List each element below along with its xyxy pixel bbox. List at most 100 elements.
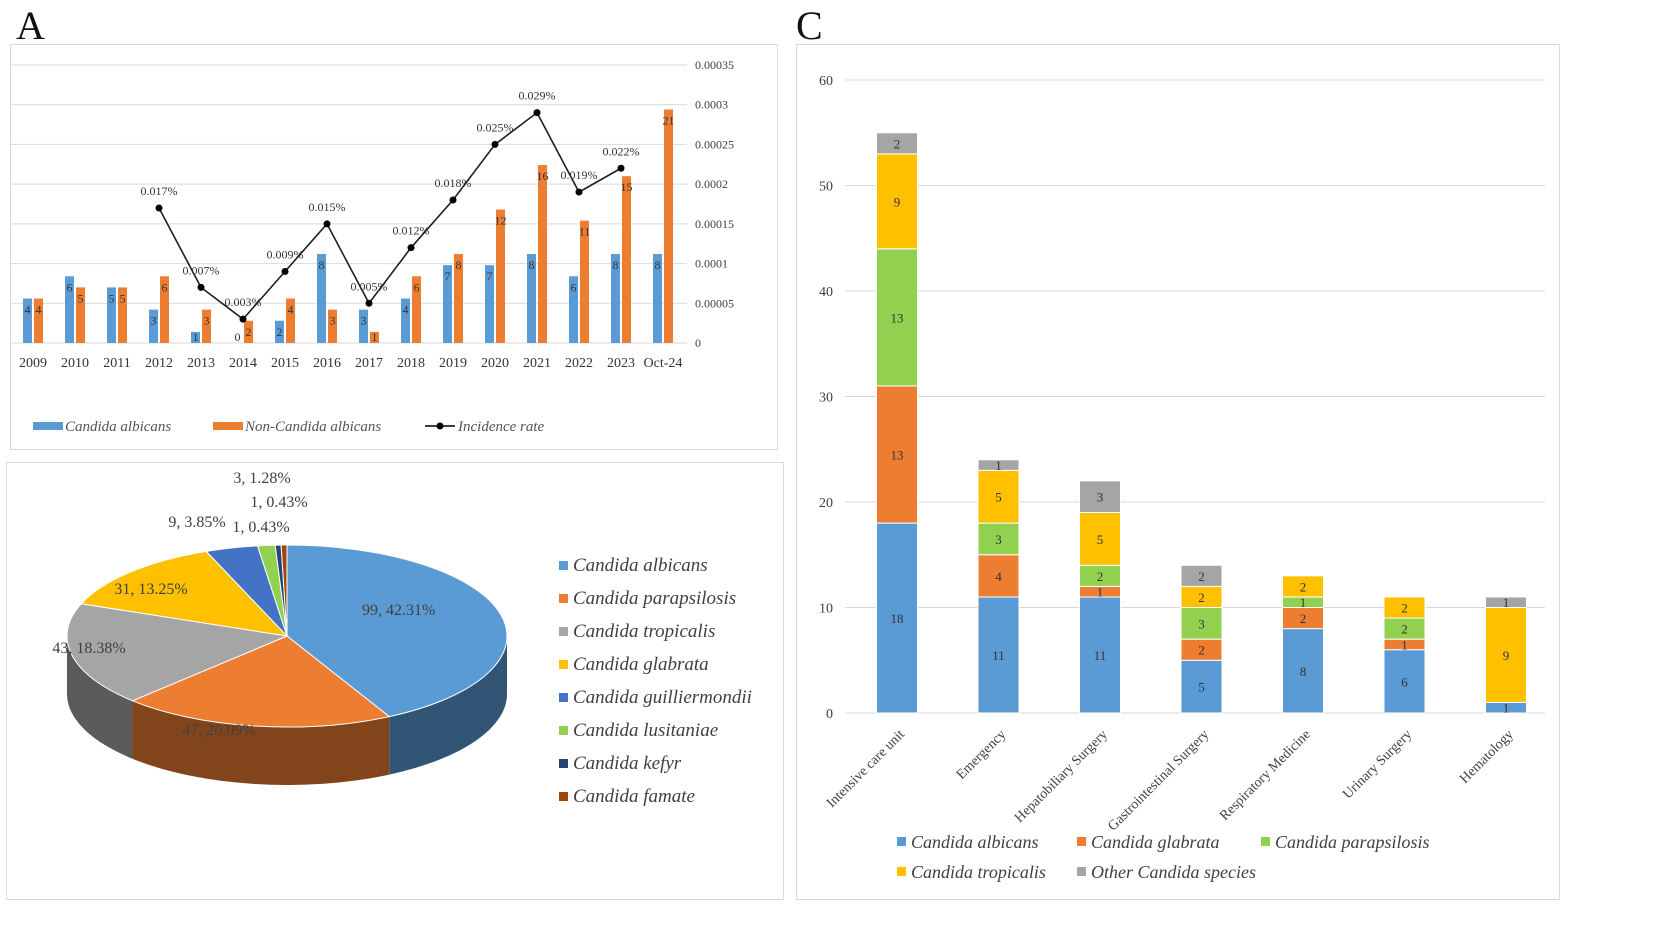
- legend-swatch: [897, 837, 906, 846]
- bar-non-candida-albicans: [244, 320, 253, 343]
- bar-candida-albicans: [653, 254, 662, 343]
- legend-swatch: [559, 759, 568, 768]
- panel-a: 0.00035 0.0003 0.00025 0.0002 0.00015 0.0001 0…: [10, 44, 778, 450]
- incidence-rate-label: 0.012%: [393, 224, 430, 238]
- legend-swatch: [559, 726, 568, 735]
- bar-candida-albicans: [611, 254, 620, 343]
- pie-slice-candida-famate: [280, 544, 288, 637]
- pie-slice-candida-tropicalis: [66, 603, 289, 702]
- stack-value-label: 1: [1097, 585, 1104, 600]
- stack-value-label: 6: [1401, 674, 1408, 689]
- x-tick-label: Hepatobiliary Surgery: [1012, 727, 1111, 826]
- x-tick-label: 2022: [565, 356, 593, 371]
- bar-value-label: 3: [361, 314, 367, 328]
- bar-value-label: 3: [330, 314, 336, 328]
- stack-segment: [977, 554, 1020, 598]
- bar-candida-albicans: [275, 320, 284, 343]
- incidence-rate-point: [155, 204, 163, 212]
- pie-data-label: 43, 18.38%: [52, 640, 125, 657]
- stack-value-label: 1: [1300, 595, 1307, 610]
- panel-label-c: C: [796, 3, 823, 48]
- incidence-rate-point: [533, 109, 541, 117]
- bar-candida-albicans: [65, 276, 74, 343]
- legend-swatch-non-candida-albicans: [213, 422, 243, 430]
- bar-non-candida-albicans: [370, 331, 379, 343]
- bar-value-label: 8: [529, 258, 535, 272]
- stack-value-label: 2: [1401, 622, 1408, 637]
- y2-tick-label: 0.00025: [695, 137, 734, 151]
- x-tick-label: 2011: [103, 356, 130, 371]
- x-tick-label: 2009: [19, 356, 47, 371]
- bar-value-label: 7: [487, 269, 493, 283]
- stack-segment: [977, 522, 1020, 556]
- legend-label: Candida tropicalis: [573, 621, 715, 642]
- pie-data-label: 9, 3.85%: [168, 514, 225, 531]
- bar-value-label: 16: [537, 169, 549, 183]
- x-tick-label: Hematology: [1457, 727, 1517, 787]
- legend-swatch: [1077, 867, 1086, 876]
- bar-candida-albicans: [401, 298, 410, 343]
- stack-value-label: 5: [1097, 532, 1104, 547]
- y-tick-label: 10: [819, 602, 833, 617]
- legend-label: Incidence rate: [457, 419, 545, 435]
- stack-value-label: 9: [894, 194, 901, 209]
- bar-value-label: 15: [621, 180, 633, 194]
- pie-slice-candida-parapsilosis: [131, 635, 391, 728]
- legend-swatch-incidence-rate-dot: [436, 422, 444, 430]
- bar-non-candida-albicans: [34, 298, 43, 343]
- incidence-rate-label: 0.029%: [519, 89, 556, 103]
- stack-value-label: 18: [891, 611, 904, 626]
- legend-swatch: [559, 693, 568, 702]
- stack-segment: [1079, 596, 1121, 714]
- legend-label: Other Candida species: [1091, 862, 1256, 882]
- legend-swatch: [1077, 837, 1086, 846]
- stack-segment: [876, 132, 918, 155]
- stack-segment: [977, 459, 1020, 471]
- x-tick-label: Urinary Surgery: [1340, 727, 1415, 802]
- stack-value-label: 2: [1198, 643, 1205, 658]
- pie-data-label: 1, 0.43%: [250, 494, 307, 511]
- stack-value-label: 3: [1097, 490, 1104, 505]
- legend-label: Candida tropicalis: [911, 862, 1046, 882]
- y-tick-label: 20: [819, 496, 833, 511]
- panel-c: 0 10 20 30 40 50 60 18 13 13 9 2 Intensive care unit…: [796, 44, 1560, 900]
- pie-data-label: 1, 0.43%: [232, 519, 289, 536]
- stack-segment: [1180, 607, 1223, 640]
- stack-segment: [1079, 512, 1121, 566]
- x-tick-label: 2012: [145, 356, 173, 371]
- bar-candida-albicans: [23, 298, 32, 343]
- legend-swatch: [559, 792, 568, 801]
- pie-slice-candida-glabrata: [80, 550, 289, 637]
- bar-non-candida-albicans: [454, 254, 463, 343]
- x-tick-label: 2018: [397, 356, 425, 371]
- bar-non-candida-albicans: [202, 309, 211, 343]
- panel-label-a: A: [16, 3, 45, 48]
- stack-value-label: 2: [1097, 569, 1104, 584]
- legend-label: Candida albicans: [573, 555, 708, 576]
- bar-value-label: 8: [655, 258, 661, 272]
- incidence-rate-point: [365, 299, 373, 307]
- incidence-rate-point: [617, 164, 625, 172]
- legend-label: Non-Candida albicans: [244, 419, 381, 435]
- stack-segment: [1180, 564, 1223, 587]
- bar-value-label: 0: [235, 330, 241, 344]
- bar-candida-albicans: [107, 287, 116, 343]
- bar-value-label: 4: [36, 303, 42, 317]
- bar-candida-albicans: [191, 331, 200, 343]
- bar-value-label: 8: [319, 258, 325, 272]
- incidence-rate-label: 0.022%: [603, 144, 640, 158]
- legend-label: Candida glabrata: [1091, 832, 1220, 852]
- x-tick-label: Respiratory Medicine: [1217, 727, 1314, 824]
- y2-tick-label: 0.0002: [695, 177, 728, 191]
- stack-segment: [1282, 575, 1324, 598]
- legend-swatch: [559, 594, 568, 603]
- incidence-rate-label: 0.015%: [309, 200, 346, 214]
- bar-value-label: 6: [67, 280, 73, 294]
- legend-swatch: [559, 627, 568, 636]
- incidence-rate-label: 0.025%: [477, 120, 514, 134]
- legend-label: Candida guilliermondii: [573, 687, 752, 708]
- stack-value-label: 9: [1503, 648, 1510, 663]
- y2-tick-label: 0.00015: [695, 217, 734, 231]
- x-tick-label: Oct-24: [644, 356, 683, 371]
- incidence-rate-point: [449, 196, 457, 204]
